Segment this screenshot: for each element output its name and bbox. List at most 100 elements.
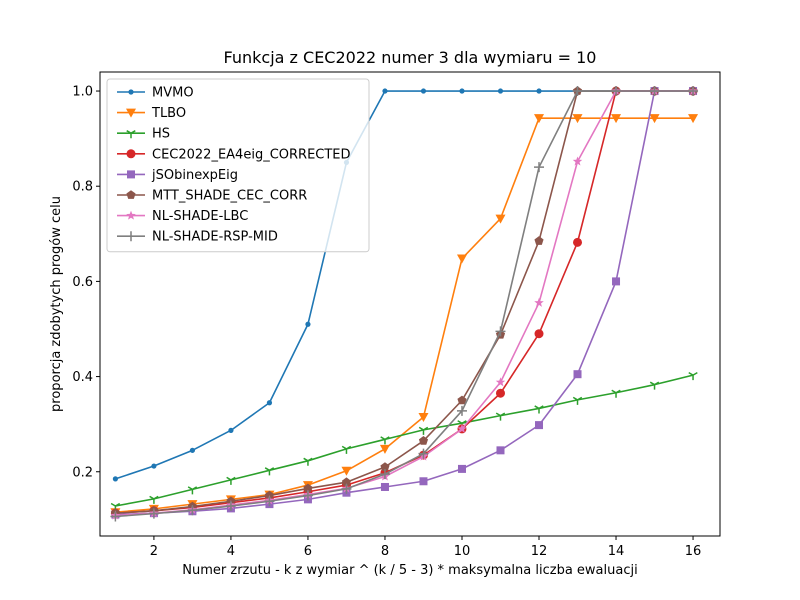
plot-frame: [99, 71, 721, 537]
data-point: [187, 505, 198, 516]
x-tick-label: 14: [608, 544, 625, 559]
data-point: [380, 462, 390, 471]
data-point: [418, 448, 429, 459]
data-point: [382, 88, 388, 94]
data-point: [341, 445, 352, 454]
legend-item: NL-SHADE-RSP-MID: [117, 230, 278, 245]
data-point: [380, 436, 390, 445]
y-tick-label: 0.2: [72, 465, 93, 480]
x-axis-label: Numer zrzutu - k z wymiar ^ (k / 5 - 3) …: [182, 563, 637, 578]
legend-marker: [126, 210, 136, 220]
data-point: [534, 297, 544, 307]
data-point: [303, 457, 313, 466]
legend-label: HS: [152, 127, 170, 142]
legend-item: HS: [117, 127, 170, 142]
y-tick-label: 0.6: [72, 275, 93, 290]
data-point: [649, 381, 660, 390]
data-point: [341, 466, 352, 476]
data-point: [456, 405, 467, 416]
legend-label: NL-SHADE-RSP-MID: [152, 230, 278, 245]
legend-label: CEC2022_EA4eig_CORRECTED: [152, 147, 351, 162]
data-point: [459, 88, 465, 94]
data-point: [418, 436, 429, 445]
data-point: [226, 476, 236, 485]
data-point: [225, 501, 236, 512]
legend-marker: [126, 190, 136, 199]
data-point: [688, 114, 699, 124]
data-point: [266, 400, 273, 406]
data-point: [572, 114, 583, 124]
legend-item: jSObinexpEig: [117, 168, 238, 183]
data-point: [495, 388, 505, 398]
legend-marker: [126, 108, 136, 118]
legend-label: NL-SHADE-LBC: [152, 209, 248, 224]
y-axis: 0.2 0.4 0.6 0.8 1.0: [72, 85, 100, 480]
data-point: [228, 427, 234, 433]
data-point: [302, 490, 313, 501]
series-NL-SHADE-RSP-MID: [110, 86, 699, 522]
data-point: [572, 396, 583, 405]
data-point: [264, 496, 275, 507]
x-axis: 2 4 6 8 10 12 14 16: [150, 536, 701, 559]
data-point: [496, 446, 505, 455]
data-point: [573, 370, 582, 379]
data-point: [572, 156, 583, 166]
data-point: [341, 477, 352, 487]
data-point: [573, 237, 583, 247]
y-axis-label: proporcja zdobytych progów celu: [49, 196, 64, 412]
data-point: [495, 326, 506, 337]
legend-item: TLBO: [117, 106, 186, 121]
data-point: [457, 423, 467, 433]
data-point: [688, 371, 698, 381]
data-point: [534, 114, 545, 124]
data-point: [189, 447, 196, 453]
data-point: [457, 464, 466, 473]
data-point: [649, 86, 660, 97]
data-point: [379, 469, 390, 480]
x-tick-label: 12: [531, 544, 548, 559]
legend-label: TLBO: [151, 106, 186, 121]
legend-item: MTT_SHADE_CEC_CORR: [117, 189, 307, 204]
data-point: [151, 463, 157, 469]
x-tick-label: 4: [227, 544, 235, 559]
series-line: [115, 90, 694, 518]
data-point: [418, 413, 429, 423]
legend-label: MTT_SHADE_CEC_CORR: [152, 189, 307, 204]
legend-box: [106, 78, 370, 253]
legend-item: MVMO: [117, 86, 194, 101]
data-point: [457, 395, 467, 405]
data-point: [420, 88, 427, 94]
legend-label: MVMO: [152, 86, 194, 101]
data-point: [612, 277, 621, 286]
x-tick-label: 2: [150, 544, 158, 559]
data-point: [418, 426, 429, 435]
legend-marker: [128, 89, 134, 95]
data-point: [110, 511, 121, 522]
data-point: [264, 490, 275, 500]
data-point: [611, 114, 622, 124]
data-point: [534, 405, 544, 414]
series-line: [115, 90, 694, 516]
legend-item: CEC2022_EA4eig_CORRECTED: [117, 147, 351, 162]
y-tick-label: 0.4: [72, 370, 93, 385]
data-point: [495, 214, 506, 224]
data-point: [536, 88, 542, 94]
data-point: [534, 329, 544, 339]
series-line: [115, 374, 694, 507]
legend: MVMO TLBO HS CEC2022_EA4eig_CORRECTED jSObin…: [106, 78, 370, 253]
data-point: [149, 495, 159, 504]
y-tick-label: 1.0: [72, 85, 93, 100]
x-tick-label: 8: [381, 544, 389, 559]
data-point: [341, 483, 352, 494]
data-point: [112, 476, 119, 482]
x-tick-label: 6: [304, 544, 312, 559]
data-point: [187, 486, 198, 495]
data-point: [535, 421, 544, 430]
data-point: [688, 86, 699, 97]
legend-marker: [126, 149, 136, 159]
data-point: [497, 88, 504, 94]
data-point: [611, 86, 622, 97]
data-point: [419, 477, 428, 486]
series-HS: [110, 371, 698, 512]
